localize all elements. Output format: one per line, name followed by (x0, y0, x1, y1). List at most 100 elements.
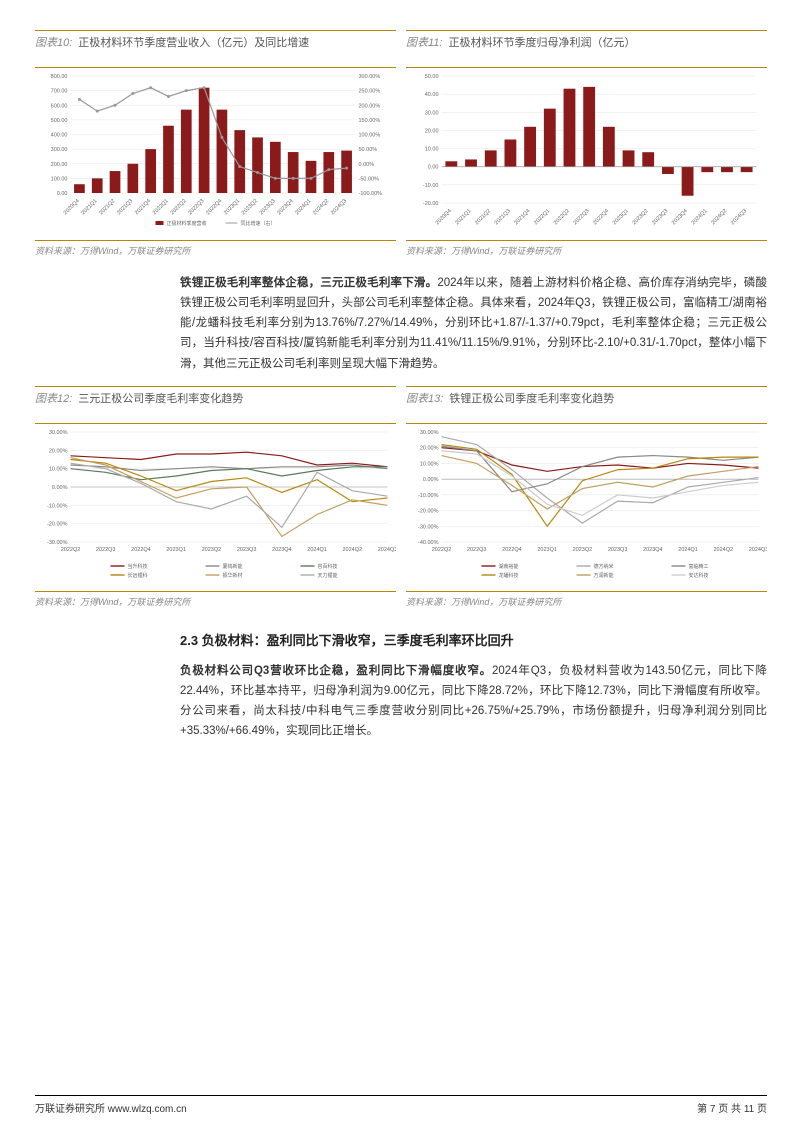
svg-text:10.00%: 10.00% (420, 461, 439, 467)
svg-text:当升科技: 当升科技 (128, 563, 148, 570)
svg-text:-30.00%: -30.00% (47, 540, 68, 546)
svg-text:2023Q2: 2023Q2 (202, 547, 222, 553)
chart-12-title: 图表12: 三元正极公司季度毛利率变化趋势 (35, 386, 396, 424)
svg-text:0.00%: 0.00% (359, 162, 375, 168)
svg-text:湖南裕能: 湖南裕能 (499, 563, 519, 570)
svg-text:-10.00%: -10.00% (418, 492, 439, 498)
paragraph-2: 负极材料公司Q3营收环比企稳，盈利同比下滑幅度收窄。2024年Q3，负极材料营收… (35, 657, 767, 754)
chart-row-1: 图表10: 正极材料环节季度营业收入（亿元）及同比增速 0.00 100.00 20… (35, 30, 767, 257)
svg-text:2021Q1: 2021Q1 (454, 208, 472, 226)
svg-text:2023Q1: 2023Q1 (223, 198, 241, 216)
svg-text:2022Q4: 2022Q4 (205, 198, 223, 216)
svg-text:50.00%: 50.00% (359, 147, 378, 153)
svg-text:2022Q1: 2022Q1 (533, 208, 551, 226)
svg-text:2022Q3: 2022Q3 (96, 547, 116, 553)
svg-text:2023Q4: 2023Q4 (276, 198, 294, 216)
svg-text:2024Q1: 2024Q1 (294, 198, 312, 216)
svg-text:30.00%: 30.00% (420, 430, 439, 436)
chart-11-label: 图表11: (406, 35, 442, 52)
svg-text:2024Q1: 2024Q1 (678, 547, 698, 553)
svg-text:2022Q2: 2022Q2 (61, 547, 81, 553)
svg-text:2021Q4: 2021Q4 (513, 208, 531, 226)
svg-text:2021Q3: 2021Q3 (494, 208, 512, 226)
chart-10-block: 图表10: 正极材料环节季度营业收入（亿元）及同比增速 0.00 100.00 20… (35, 30, 396, 257)
svg-text:2024Q1: 2024Q1 (307, 547, 327, 553)
svg-text:0.00%: 0.00% (52, 485, 68, 491)
svg-text:厦钨新能: 厦钨新能 (223, 563, 243, 570)
svg-text:2022Q4: 2022Q4 (592, 208, 610, 226)
svg-text:2022Q2: 2022Q2 (432, 547, 452, 553)
svg-text:2020Q4: 2020Q4 (63, 198, 81, 216)
svg-text:安达科技: 安达科技 (689, 572, 709, 579)
svg-text:容百科技: 容百科技 (318, 563, 338, 570)
svg-text:0.00: 0.00 (57, 191, 68, 197)
svg-text:2023Q3: 2023Q3 (608, 547, 628, 553)
chart-13-title-text: 铁锂正极公司季度毛利率变化趋势 (449, 391, 614, 408)
svg-text:0.00: 0.00 (428, 165, 439, 171)
footer-right: 第 7 页 共 11 页 (697, 1100, 767, 1115)
para2-lead: 负极材料公司Q3营收环比企稳，盈利同比下滑幅度收窄。 (180, 665, 492, 677)
svg-text:2023Q2: 2023Q2 (573, 547, 593, 553)
svg-text:2024Q1: 2024Q1 (691, 208, 709, 226)
para1-lead: 铁锂正极毛利率整体企稳，三元正极毛利率下滑。 (180, 277, 437, 289)
chart-10-source: 资料来源：万得Wind，万联证券研究所 (35, 240, 396, 257)
svg-text:2023Q1: 2023Q1 (612, 208, 630, 226)
svg-text:2023Q3: 2023Q3 (651, 208, 669, 226)
svg-text:2023Q1: 2023Q1 (537, 547, 557, 553)
svg-text:万润新能: 万润新能 (594, 572, 614, 579)
svg-text:-20.00%: -20.00% (418, 508, 439, 514)
svg-text:-30.00%: -30.00% (418, 524, 439, 530)
svg-text:20.00: 20.00 (425, 128, 439, 134)
svg-text:-10.00%: -10.00% (47, 503, 68, 509)
svg-text:30.00: 30.00 (425, 110, 439, 116)
chart-11-title: 图表11: 正极材料环节季度归母净利润（亿元） (406, 30, 767, 68)
svg-text:2024Q2: 2024Q2 (342, 547, 362, 553)
section-2-3-heading: 2.3 负极材料：盈利同比下滑收窄，三季度毛利率环比回升 (35, 612, 767, 657)
svg-text:800.00: 800.00 (51, 74, 68, 80)
svg-text:2022Q1: 2022Q1 (152, 198, 170, 216)
chart-13-label: 图表13: (406, 391, 443, 408)
svg-text:龙蟠科技: 龙蟠科技 (499, 572, 519, 579)
svg-text:2024Q2: 2024Q2 (710, 208, 728, 226)
chart-13-svg: -40.00%-30.00%-20.00%-10.00%0.00%10.00%2… (406, 424, 767, 584)
svg-text:40.00: 40.00 (425, 92, 439, 98)
svg-text:同比增速（右）: 同比增速（右） (241, 220, 276, 227)
chart-11-source: 资料来源：万得Wind，万联证券研究所 (406, 240, 767, 257)
svg-text:200.00: 200.00 (51, 162, 68, 168)
svg-text:2021Q2: 2021Q2 (474, 208, 492, 226)
svg-text:2022Q4: 2022Q4 (502, 547, 522, 553)
svg-text:2024Q3: 2024Q3 (330, 198, 348, 216)
svg-text:德方纳米: 德方纳米 (594, 563, 614, 570)
svg-text:-20.00%: -20.00% (47, 521, 68, 527)
svg-text:500.00: 500.00 (51, 118, 68, 124)
svg-text:-100.00%: -100.00% (359, 191, 383, 197)
svg-text:50.00: 50.00 (425, 74, 439, 80)
svg-text:100.00: 100.00 (51, 176, 68, 182)
svg-text:-50.00%: -50.00% (359, 176, 380, 182)
svg-text:2021Q1: 2021Q1 (81, 198, 99, 216)
svg-text:2021Q3: 2021Q3 (116, 198, 134, 216)
page-content: 图表10: 正极材料环节季度营业收入（亿元）及同比增速 0.00 100.00 20… (0, 0, 802, 753)
svg-text:长远锂科: 长远锂科 (128, 572, 148, 579)
svg-text:2022Q3: 2022Q3 (572, 208, 590, 226)
svg-text:100.00%: 100.00% (359, 133, 381, 139)
svg-text:正极材料季度营收: 正极材料季度营收 (167, 220, 207, 227)
svg-text:30.00%: 30.00% (49, 430, 68, 436)
chart-13-source: 资料来源：万得Wind，万联证券研究所 (406, 591, 767, 608)
svg-text:2022Q2: 2022Q2 (170, 198, 188, 216)
svg-text:2024Q2: 2024Q2 (713, 547, 733, 553)
svg-text:-40.00%: -40.00% (418, 540, 439, 546)
chart-12-label: 图表12: (35, 391, 72, 408)
svg-text:700.00: 700.00 (51, 89, 68, 95)
svg-text:2023Q4: 2023Q4 (272, 547, 292, 553)
svg-text:400.00: 400.00 (51, 133, 68, 139)
svg-text:2022Q3: 2022Q3 (187, 198, 205, 216)
svg-text:2024Q3: 2024Q3 (378, 547, 396, 553)
svg-text:2023Q4: 2023Q4 (643, 547, 663, 553)
svg-text:2024Q2: 2024Q2 (312, 198, 330, 216)
svg-text:-20.00: -20.00 (423, 201, 439, 207)
svg-text:20.00%: 20.00% (420, 445, 439, 451)
chart-12-title-text: 三元正极公司季度毛利率变化趋势 (78, 391, 243, 408)
chart-10-title: 图表10: 正极材料环节季度营业收入（亿元）及同比增速 (35, 30, 396, 68)
svg-text:2023Q3: 2023Q3 (259, 198, 277, 216)
